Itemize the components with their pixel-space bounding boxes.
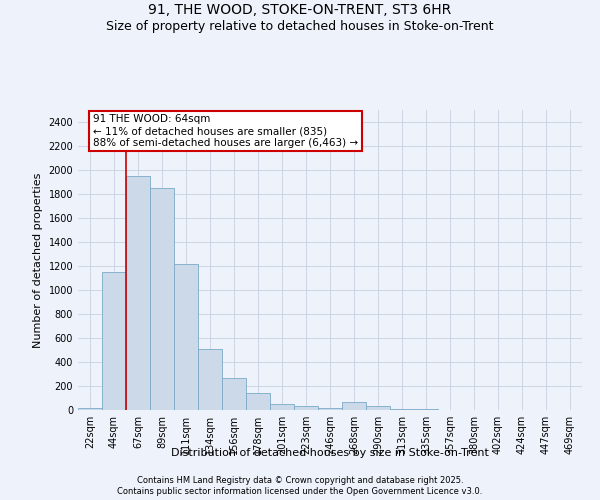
- Text: 91, THE WOOD, STOKE-ON-TRENT, ST3 6HR: 91, THE WOOD, STOKE-ON-TRENT, ST3 6HR: [148, 2, 452, 16]
- Text: Contains HM Land Registry data © Crown copyright and database right 2025.: Contains HM Land Registry data © Crown c…: [137, 476, 463, 485]
- Bar: [390, 409, 414, 410]
- Bar: [366, 406, 390, 410]
- Text: Size of property relative to detached houses in Stoke-on-Trent: Size of property relative to detached ho…: [106, 20, 494, 33]
- Bar: [174, 264, 198, 410]
- Bar: [318, 408, 342, 410]
- Bar: [198, 349, 222, 410]
- Bar: [342, 402, 366, 410]
- Bar: [246, 393, 270, 410]
- Text: Distribution of detached houses by size in Stoke-on-Trent: Distribution of detached houses by size …: [171, 448, 489, 458]
- Bar: [270, 404, 294, 410]
- Bar: [222, 378, 246, 410]
- Bar: [78, 408, 102, 410]
- Bar: [126, 176, 150, 410]
- Text: Contains public sector information licensed under the Open Government Licence v3: Contains public sector information licen…: [118, 488, 482, 496]
- Text: 91 THE WOOD: 64sqm
← 11% of detached houses are smaller (835)
88% of semi-detach: 91 THE WOOD: 64sqm ← 11% of detached hou…: [93, 114, 358, 148]
- Bar: [150, 188, 174, 410]
- Bar: [102, 272, 126, 410]
- Y-axis label: Number of detached properties: Number of detached properties: [33, 172, 43, 348]
- Bar: [294, 406, 318, 410]
